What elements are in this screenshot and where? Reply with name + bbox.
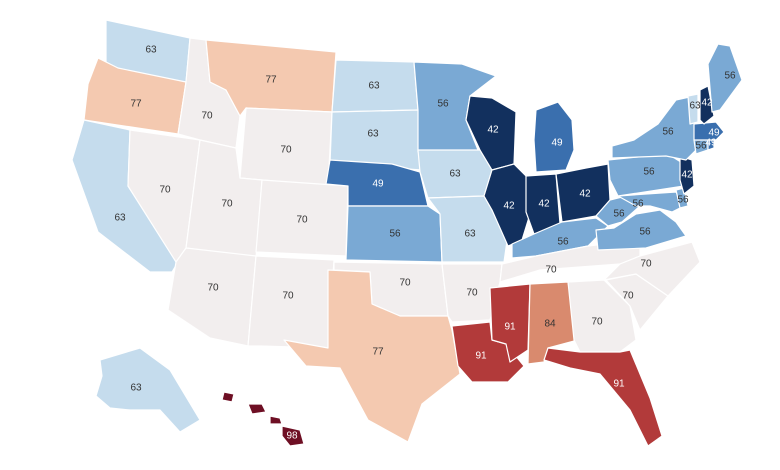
state-value-label-minnesota: 56 <box>437 99 449 110</box>
state-value-label-michigan: 49 <box>551 138 563 149</box>
state-value-label-pennsylvania: 56 <box>643 167 655 178</box>
state-value-label-north-carolina: 70 <box>640 259 652 270</box>
state-value-label-california: 63 <box>114 213 126 224</box>
state-alaska <box>95 347 201 433</box>
state-value-label-new-mexico: 70 <box>282 291 294 302</box>
state-value-label-georgia: 70 <box>591 317 603 328</box>
state-michigan <box>533 101 575 173</box>
state-new-york <box>611 95 697 161</box>
state-value-label-kentucky: 56 <box>557 237 569 248</box>
state-value-label-nebraska: 49 <box>372 179 384 190</box>
state-value-label-utah: 70 <box>221 199 233 210</box>
state-value-label-oklahoma: 70 <box>399 278 411 289</box>
state-value-label-alaska: 63 <box>130 383 142 394</box>
state-value-label-massachusetts: 49 <box>708 128 720 139</box>
state-value-label-washington: 63 <box>145 45 157 56</box>
state-value-label-south-dakota: 63 <box>367 129 379 140</box>
state-value-label-tennessee: 70 <box>545 265 557 276</box>
state-florida <box>543 347 663 447</box>
state-texas <box>283 269 461 443</box>
state-value-label-arizona: 70 <box>207 283 219 294</box>
state-value-label-florida: 91 <box>613 379 625 390</box>
state-value-label-hawaii: 98 <box>286 431 298 442</box>
state-value-label-maine: 56 <box>724 71 736 82</box>
state-value-label-arkansas: 70 <box>466 288 478 299</box>
state-hawaii <box>221 391 305 447</box>
state-value-label-indiana: 42 <box>538 199 550 210</box>
state-value-label-kansas: 56 <box>389 229 401 240</box>
state-value-label-colorado: 70 <box>296 215 308 226</box>
state-value-label-alabama: 84 <box>544 319 556 330</box>
state-value-label-south-carolina: 70 <box>622 291 634 302</box>
state-value-label-ohio: 42 <box>579 189 591 200</box>
state-louisiana <box>451 321 525 383</box>
state-value-label-vermont: 63 <box>689 101 701 112</box>
state-shapes <box>71 19 743 447</box>
state-value-label-new-hampshire: 42 <box>701 98 713 109</box>
state-value-label-oregon: 77 <box>130 99 142 110</box>
state-value-label-virginia: 56 <box>639 227 651 238</box>
state-value-label-nevada: 70 <box>159 185 171 196</box>
state-value-label-connecticut: 56 <box>695 141 707 152</box>
state-value-label-rhode-island: 49 <box>705 138 717 149</box>
state-value-label-wisconsin: 42 <box>487 125 499 136</box>
state-value-label-missouri: 63 <box>464 229 476 240</box>
state-value-label-iowa: 63 <box>449 169 461 180</box>
state-arizona <box>167 247 257 347</box>
state-north-carolina <box>603 241 701 297</box>
state-value-label-texas: 77 <box>372 347 384 358</box>
state-value-label-new-york: 56 <box>662 127 674 138</box>
state-georgia <box>567 279 637 353</box>
state-new-hampshire <box>699 85 715 125</box>
state-value-label-mississippi: 91 <box>504 322 516 333</box>
state-value-label-new-jersey: 42 <box>681 170 693 181</box>
state-new-jersey <box>679 155 695 195</box>
state-massachusetts <box>693 121 725 141</box>
state-value-label-illinois: 42 <box>503 201 515 212</box>
state-virginia <box>595 209 687 251</box>
state-value-label-idaho: 70 <box>201 111 213 122</box>
state-value-label-wyoming: 70 <box>280 145 292 156</box>
state-value-label-louisiana: 91 <box>475 351 487 362</box>
state-value-label-maryland: 56 <box>632 199 644 210</box>
state-value-label-montana: 77 <box>265 75 277 86</box>
state-value-label-delaware: 56 <box>677 195 689 206</box>
state-value-label-west-virginia: 56 <box>613 209 625 220</box>
state-value-label-north-dakota: 63 <box>368 81 380 92</box>
state-new-mexico <box>247 255 335 349</box>
state-vermont <box>687 93 699 125</box>
state-maine <box>707 43 743 113</box>
state-labels: 6377637070777070707070636349567077566363… <box>114 45 736 442</box>
